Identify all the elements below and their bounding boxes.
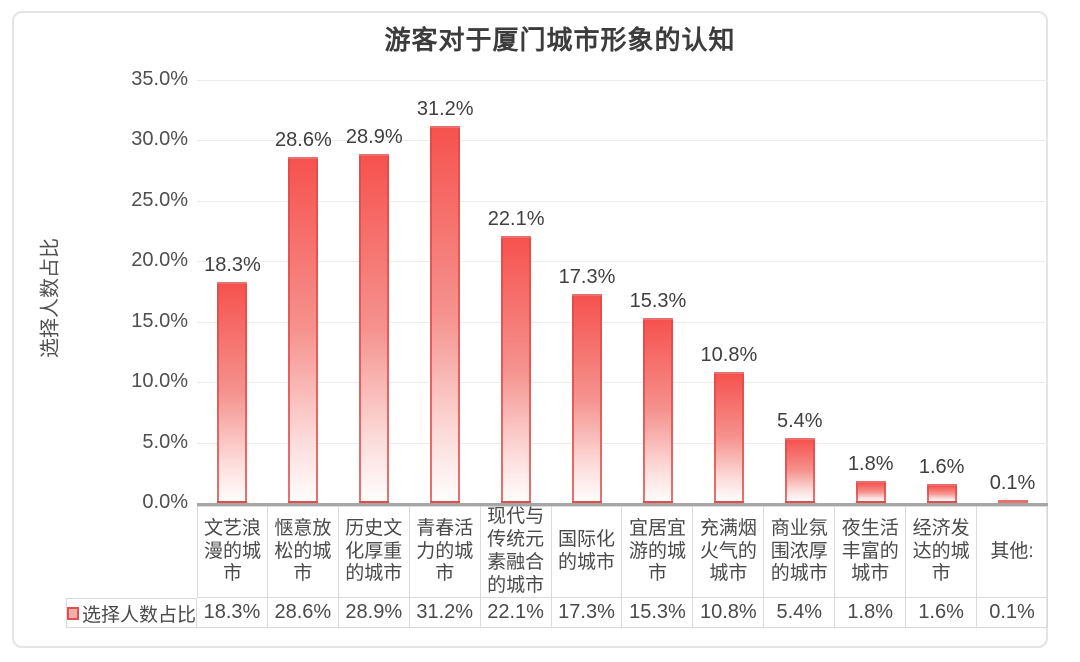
y-axis-tick-label: 30.0% — [131, 128, 188, 151]
y-axis-tick-label: 15.0% — [131, 309, 188, 332]
y-axis-tick-label: 0.0% — [142, 491, 188, 513]
y-axis-tick-label: 25.0% — [131, 188, 188, 211]
category-cell: 历史文化厚重的城市 — [338, 506, 410, 598]
bar-value-label: 31.2% — [416, 97, 474, 120]
value-cell: 0.1% — [977, 598, 1048, 628]
bar-value-label: 18.3% — [204, 253, 261, 276]
category-cell: 经济发达的城市 — [906, 506, 978, 598]
gridline — [197, 140, 1048, 142]
bar-value-label: 1.8% — [847, 453, 894, 476]
y-axis-tick-label: 10.0% — [131, 370, 188, 393]
x-axis-line — [197, 503, 1048, 506]
y-axis-tick-label: 5.0% — [142, 430, 188, 453]
category-cell: 现代与传统元素融合的城市 — [480, 506, 552, 598]
bar — [430, 125, 461, 503]
value-cell: 31.2% — [409, 598, 481, 628]
bar-value-label: 0.1% — [989, 472, 1036, 494]
bar-value-label: 28.9% — [345, 125, 403, 148]
value-cell: 10.8% — [693, 598, 765, 628]
category-cell: 夜生活丰富的城市 — [835, 506, 907, 598]
category-cell: 青春活力的城市 — [409, 506, 481, 598]
value-cell: 28.9% — [338, 598, 410, 628]
bar — [642, 318, 673, 503]
category-cell: 文艺浪漫的城市 — [197, 506, 268, 598]
gridline — [197, 442, 1048, 444]
bar-value-label: 28.6% — [275, 129, 332, 152]
gridline — [197, 261, 1048, 263]
bar-value-label: 1.6% — [918, 455, 965, 478]
bar — [855, 481, 886, 503]
category-cell: 充满烟火气的城市 — [693, 506, 765, 598]
value-cell: 22.1% — [480, 598, 552, 628]
bar-value-label: 10.8% — [700, 344, 758, 367]
legend-marker-icon — [67, 606, 79, 620]
gridline — [197, 80, 1048, 81]
bar — [359, 153, 390, 503]
value-cell: 15.3% — [622, 598, 694, 628]
bar-value-label: 15.3% — [629, 290, 687, 313]
bar — [784, 437, 815, 503]
category-cell: 国际化的城市 — [551, 506, 623, 598]
bar — [217, 281, 248, 503]
bar-value-label: 22.1% — [487, 207, 545, 230]
bar-value-label: 17.3% — [558, 265, 616, 288]
table-corner-cell — [66, 506, 197, 598]
value-cell: 1.8% — [835, 598, 907, 628]
chart-title: 游客对于厦门城市形象的认知 — [384, 25, 736, 55]
y-axis-title: 选择人数占比 — [39, 238, 62, 358]
gridline — [197, 382, 1048, 384]
bar-value-label: 5.4% — [776, 409, 823, 432]
gridline — [197, 200, 1048, 202]
category-cell: 商业氛围浓厚的城市 — [764, 506, 836, 598]
bar — [572, 293, 603, 503]
bar — [926, 483, 957, 503]
data-table: 文艺浪漫的城市 惬意放松的城市 历史文化厚重的城市 青春活力的城市 现代与传统元素融合的… — [66, 506, 1048, 628]
category-cell: 其他: — [977, 506, 1048, 598]
value-cell: 28.6% — [267, 598, 339, 628]
legend-cell: 选择人数占比 — [66, 598, 197, 628]
bar — [288, 157, 319, 503]
category-cell: 惬意放松的城市 — [267, 506, 339, 598]
y-axis-tick-label: 35.0% — [131, 68, 188, 90]
bar — [713, 372, 744, 503]
value-cell: 18.3% — [197, 598, 268, 628]
value-cell: 17.3% — [551, 598, 623, 628]
legend-label: 选择人数占比 — [81, 604, 196, 626]
category-cell: 宜居宜游的城市 — [622, 506, 694, 598]
gridline — [197, 321, 1048, 323]
y-axis-tick-label: 20.0% — [131, 249, 188, 272]
value-cell: 5.4% — [764, 598, 836, 628]
value-cell: 1.6% — [906, 598, 978, 628]
bar — [501, 235, 532, 503]
